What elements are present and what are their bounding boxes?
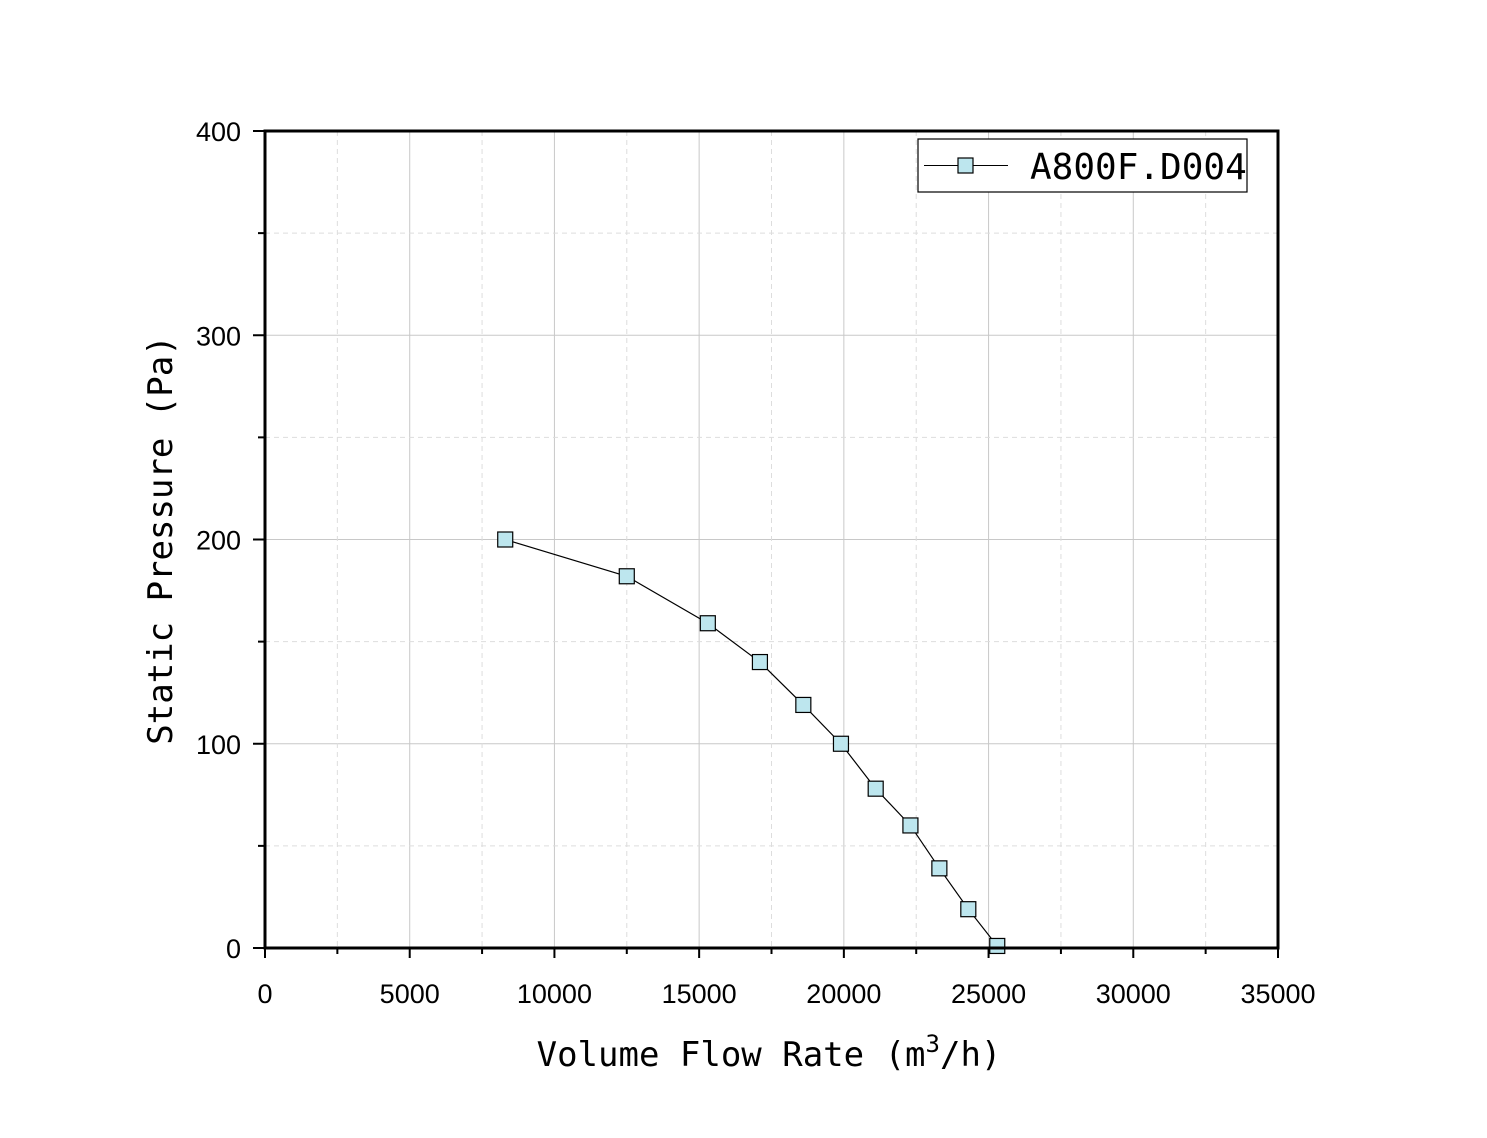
data-point bbox=[989, 937, 1006, 955]
data-point bbox=[751, 653, 769, 671]
data-point bbox=[960, 901, 977, 918]
y-axis-title: Static Pressure (Pa) bbox=[141, 335, 181, 744]
y-tick-label: 400 bbox=[196, 117, 241, 147]
data-point bbox=[618, 568, 635, 585]
data-point bbox=[867, 780, 884, 797]
data-point bbox=[497, 531, 514, 548]
y-tick-label: 0 bbox=[226, 934, 241, 964]
axis-ticks: 0 5000 10000 15000 20000 25000 30000 35000 0 100 2… bbox=[196, 117, 1316, 1009]
x-tick-label: 15000 bbox=[662, 979, 737, 1009]
data-point bbox=[795, 696, 812, 714]
legend-label: A800F.D004 bbox=[1030, 147, 1247, 188]
x-tick-label: 20000 bbox=[806, 979, 881, 1009]
x-tick-label: 30000 bbox=[1096, 979, 1171, 1009]
y-tick-label: 100 bbox=[196, 730, 241, 760]
legend: A800F.D004 bbox=[917, 138, 1248, 193]
y-tick-label: 200 bbox=[196, 526, 241, 556]
y-tick-label: 300 bbox=[196, 321, 241, 351]
x-tick-label: 35000 bbox=[1240, 979, 1315, 1009]
x-tick-label: 10000 bbox=[517, 979, 592, 1009]
data-point bbox=[931, 860, 948, 877]
data-point bbox=[902, 817, 919, 834]
x-axis-title: Volume Flow Rate (m3/h) bbox=[537, 1030, 1002, 1075]
x-axis-title-superscript: 3 bbox=[926, 1030, 940, 1058]
x-tick-label: 25000 bbox=[951, 979, 1026, 1009]
legend-marker bbox=[957, 157, 974, 174]
data-point bbox=[699, 615, 716, 632]
x-tick-label: 5000 bbox=[380, 979, 440, 1009]
data-point bbox=[832, 735, 850, 752]
x-tick-label: 0 bbox=[257, 979, 272, 1009]
plot-data bbox=[497, 531, 1006, 955]
grid bbox=[265, 131, 1278, 948]
series-line bbox=[505, 538, 998, 947]
